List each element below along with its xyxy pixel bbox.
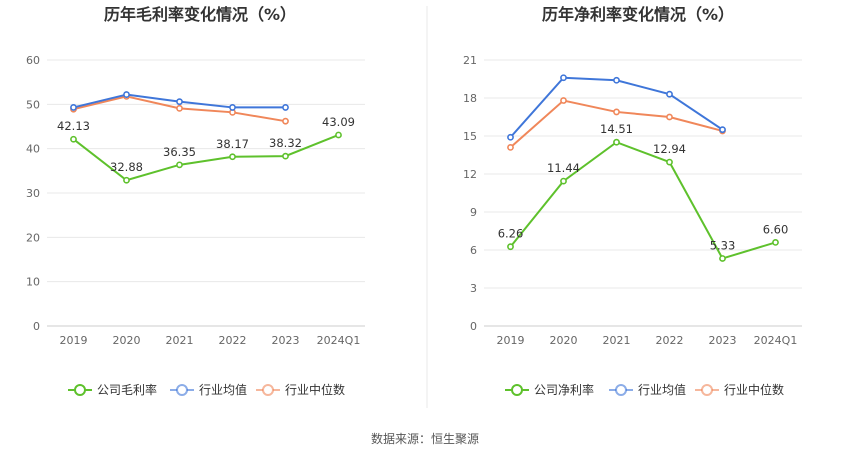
legend-label: 行业中位数	[285, 382, 345, 397]
data-point	[123, 91, 130, 98]
data-point	[335, 131, 342, 139]
legend-label: 行业均值	[199, 382, 247, 397]
legend-swatch-marker	[701, 384, 713, 396]
legend-label: 行业均值	[638, 382, 686, 397]
data-label: 42.13	[57, 119, 90, 133]
y-tick-label: 30	[26, 187, 40, 200]
data-point	[176, 104, 183, 112]
data-label: 12.94	[653, 142, 686, 156]
data-point	[666, 113, 673, 121]
legend-item[interactable]: 行业中位数	[695, 382, 784, 397]
data-point	[507, 143, 514, 151]
legend-swatch-marker	[615, 384, 627, 396]
data-label: 11.44	[547, 161, 580, 175]
data-label: 36.35	[163, 145, 196, 159]
x-tick-label: 2022	[219, 334, 247, 347]
data-point	[719, 255, 726, 262]
x-tick-label: 2022	[656, 334, 684, 347]
chart-title: 历年毛利率变化情况（%）	[104, 5, 296, 24]
data-point	[613, 138, 620, 146]
x-tick-label: 2020	[113, 334, 141, 347]
legend-item[interactable]: 行业中位数	[256, 382, 345, 397]
data-label: 43.09	[322, 115, 355, 129]
y-tick-label: 50	[26, 98, 40, 111]
y-tick-label: 15	[463, 130, 477, 143]
y-tick-label: 12	[463, 168, 477, 181]
legend-item[interactable]: 公司净利率	[505, 382, 594, 397]
x-tick-label: 2024Q1	[317, 334, 361, 347]
y-tick-label: 40	[26, 143, 40, 156]
y-tick-label: 60	[26, 54, 40, 67]
data-point	[560, 177, 567, 185]
data-label: 38.17	[216, 137, 249, 151]
data-point	[507, 133, 514, 141]
legend-label: 行业中位数	[724, 382, 784, 397]
x-tick-label: 2019	[60, 334, 88, 347]
y-tick-label: 3	[470, 282, 477, 295]
data-point	[70, 104, 77, 111]
x-tick-label: 2019	[497, 334, 525, 347]
data-point	[229, 104, 236, 111]
data-point	[613, 108, 620, 116]
data-point	[176, 98, 183, 106]
data-point	[613, 76, 620, 84]
gross-margin-chart: 历年毛利率变化情况（%） 0 10 20 30 40 50 60 2019 2020 2021 202…	[26, 5, 365, 397]
data-label: 32.88	[110, 160, 143, 174]
y-tick-label: 18	[463, 92, 477, 105]
y-tick-label: 9	[470, 206, 477, 219]
y-tick-label: 0	[33, 320, 40, 333]
data-point	[772, 238, 779, 246]
y-tick-label: 21	[463, 54, 477, 67]
data-label: 6.26	[498, 227, 524, 241]
y-tick-label: 6	[470, 244, 477, 257]
legend-swatch-marker	[262, 384, 274, 396]
x-tick-label: 2023	[709, 334, 737, 347]
data-point	[666, 90, 673, 98]
data-label: 5.33	[710, 238, 736, 252]
x-tick-label: 2024Q1	[754, 334, 798, 347]
data-point	[507, 243, 514, 251]
data-point	[282, 104, 289, 111]
legend-swatch-marker	[74, 384, 86, 396]
data-label: 14.51	[600, 122, 633, 136]
y-tick-label: 20	[26, 231, 40, 244]
series-line	[72, 134, 339, 182]
x-tick-label: 2023	[272, 334, 300, 347]
data-point	[123, 176, 130, 184]
x-tick-label: 2021	[603, 334, 631, 347]
legend-item[interactable]: 行业均值	[609, 382, 686, 397]
data-label: 6.60	[763, 222, 789, 236]
legend-label: 公司毛利率	[97, 382, 157, 397]
data-point	[719, 126, 726, 134]
data-point	[282, 152, 289, 160]
data-label: 38.32	[269, 136, 302, 150]
legend-label: 公司净利率	[534, 382, 594, 397]
data-source-note: 数据来源：恒生聚源	[371, 431, 479, 446]
y-tick-label: 0	[470, 320, 477, 333]
net-margin-chart: 历年净利率变化情况（%） 0 3 6 9 12 15 18 21 2019 2020 2021 2022…	[463, 5, 802, 397]
x-tick-label: 2020	[550, 334, 578, 347]
data-point	[666, 158, 673, 166]
data-point	[282, 117, 289, 125]
series-line	[509, 141, 776, 260]
legend-item[interactable]: 行业均值	[170, 382, 247, 397]
chart-title: 历年净利率变化情况（%）	[542, 5, 734, 24]
data-point	[560, 74, 567, 82]
x-tick-label: 2021	[166, 334, 194, 347]
legend-swatch-marker	[511, 384, 523, 396]
data-point	[176, 161, 183, 169]
data-point	[560, 97, 567, 104]
y-tick-label: 10	[26, 276, 40, 289]
legend-swatch-marker	[176, 384, 188, 396]
data-point	[229, 153, 236, 161]
data-point	[70, 135, 77, 143]
legend-item[interactable]: 公司毛利率	[68, 382, 157, 397]
